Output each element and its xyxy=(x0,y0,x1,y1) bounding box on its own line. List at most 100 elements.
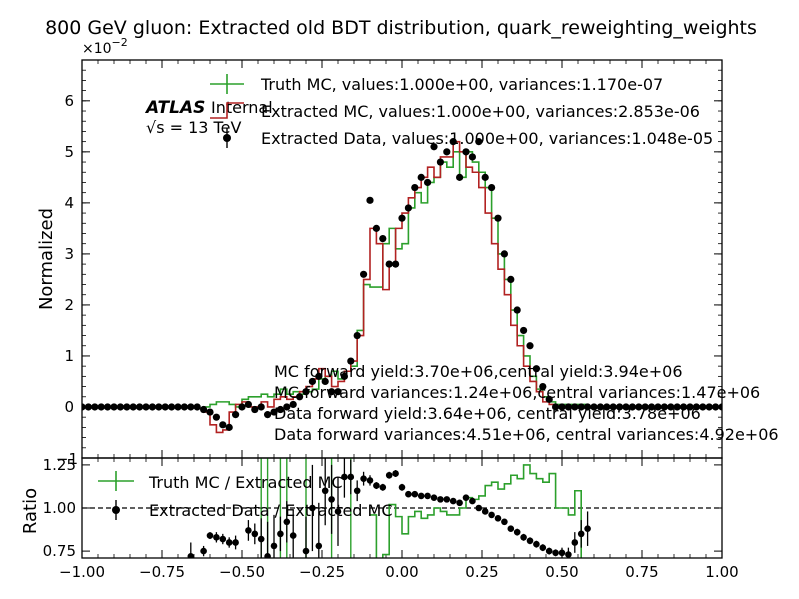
ratio-point xyxy=(398,484,406,491)
ratio-point xyxy=(373,482,380,489)
ratio-point xyxy=(584,525,591,532)
data-point xyxy=(340,372,348,380)
data-point xyxy=(660,403,669,411)
ratio-point xyxy=(366,477,374,484)
data-point xyxy=(417,173,425,181)
data-point xyxy=(302,388,310,396)
top-ytick-label: 6 xyxy=(64,92,74,110)
annotation-mc-yield: MC forward yield:3.70e+06,central yield:… xyxy=(274,362,683,381)
legend-ratio-marker xyxy=(112,506,120,514)
ratio-point xyxy=(494,515,502,522)
ratio-point xyxy=(449,497,457,505)
data-point xyxy=(699,403,707,411)
data-point xyxy=(244,400,252,409)
data-ratio-points xyxy=(187,458,591,558)
data-point xyxy=(366,196,374,204)
legend-item-truth-mc: Truth MC, values:1.000e+00, variances:1.… xyxy=(210,74,663,94)
ratio-point xyxy=(552,549,559,557)
top-ytick-label: 3 xyxy=(64,245,74,263)
data-point xyxy=(270,408,278,416)
data-point xyxy=(488,183,496,192)
data-point xyxy=(82,403,86,411)
data-point xyxy=(609,403,617,411)
data-point xyxy=(289,400,297,409)
data-point xyxy=(430,143,438,151)
data-point xyxy=(296,393,304,401)
ratio-point xyxy=(225,539,233,546)
legend-item-data-ratio: Extracted Data / Extracted MC xyxy=(112,500,393,520)
ratio-point xyxy=(488,511,495,519)
data-point xyxy=(353,331,361,340)
data-point xyxy=(308,377,316,386)
data-point xyxy=(385,260,393,268)
legend-truth-ratio-label: Truth MC / Extracted MC xyxy=(148,473,343,492)
extracted-data-points xyxy=(82,138,722,431)
annotation-mc-variances: MC forward variances:1.24e+06,central va… xyxy=(274,383,760,402)
ratio-point xyxy=(411,490,419,498)
data-point xyxy=(596,403,605,411)
data-point xyxy=(91,403,99,411)
data-point xyxy=(347,357,355,365)
ratio-point xyxy=(213,534,220,541)
data-point xyxy=(142,403,150,411)
data-point xyxy=(456,173,464,181)
ratio-legend: Truth MC / Extracted MC Extracted Data /… xyxy=(98,471,393,520)
data-point xyxy=(180,403,188,411)
ratio-point xyxy=(270,542,278,550)
data-point xyxy=(219,421,227,429)
data-point xyxy=(136,403,144,411)
data-point xyxy=(680,403,688,411)
ratio-plot-frame xyxy=(81,457,723,559)
ratio-point xyxy=(347,473,355,481)
data-point xyxy=(372,224,380,232)
ratio-point xyxy=(257,535,265,543)
data-point xyxy=(481,173,489,181)
legend-data-ratio-label: Extracted Data / Extracted MC xyxy=(149,501,393,520)
data-point xyxy=(616,403,624,411)
data-point xyxy=(436,158,444,166)
chart-title: 800 GeV gluon: Extracted old BDT distrib… xyxy=(45,17,757,39)
top-ytick-label: 2 xyxy=(64,296,74,314)
data-point xyxy=(641,403,649,411)
data-point xyxy=(334,388,342,396)
ratio-point xyxy=(571,539,579,546)
ratio-point xyxy=(545,547,553,555)
ratio-point xyxy=(283,518,291,526)
ratio-point xyxy=(379,484,387,491)
data-point xyxy=(392,260,400,268)
ratio-point xyxy=(187,552,195,558)
ratio-point xyxy=(245,527,252,534)
yield-annotations: MC forward yield:3.70e+06,central yield:… xyxy=(274,362,779,444)
atlas-bold-text: ATLAS xyxy=(144,98,205,118)
ratio-point xyxy=(392,470,399,477)
ratio-xtick-label: 0.25 xyxy=(465,563,498,581)
ratio-point xyxy=(469,497,476,505)
data-point xyxy=(360,270,368,278)
ratio-point xyxy=(437,496,444,503)
ratio-point xyxy=(321,487,329,495)
data-point xyxy=(110,403,118,411)
ratio-point xyxy=(302,547,310,555)
ratio-panel: 0.75 1.00 1.25 −1.00 −0.75 −0.50 −0.25 0.00 0.25… xyxy=(20,456,739,581)
annotation-data-yield: Data forward yield:3.64e+06, central yie… xyxy=(274,404,701,423)
ratio-xtick-label: 0.75 xyxy=(625,563,658,581)
data-point xyxy=(321,377,329,386)
data-point xyxy=(264,411,272,419)
ratio-point xyxy=(501,518,508,526)
ratio-point xyxy=(251,530,259,538)
data-point xyxy=(692,403,701,411)
y-scale-label: ×10−2 xyxy=(82,36,128,57)
data-point xyxy=(238,403,246,411)
ratio-ytick-label: 1.00 xyxy=(43,499,76,517)
top-ytick-label: 1 xyxy=(64,347,74,365)
data-point xyxy=(174,403,182,411)
data-point xyxy=(161,403,169,411)
ratio-point xyxy=(385,471,393,479)
data-point xyxy=(462,148,470,156)
data-point xyxy=(200,405,208,414)
ratio-point xyxy=(539,544,547,551)
data-point xyxy=(507,275,515,284)
data-point xyxy=(123,403,131,411)
ratio-xtick-label: 0.50 xyxy=(545,563,578,581)
ratio-ylabel: Ratio xyxy=(20,488,41,534)
